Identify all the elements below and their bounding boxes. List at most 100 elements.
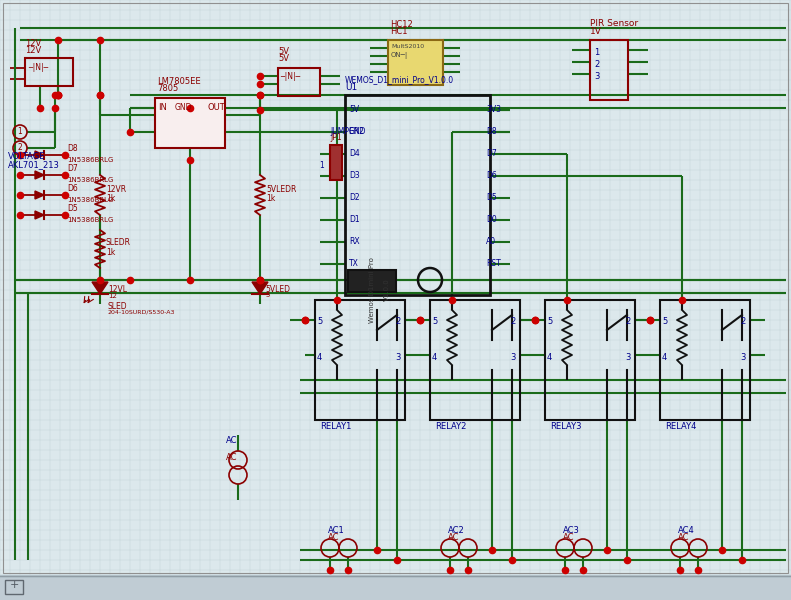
Text: AC: AC [328,533,339,542]
Text: +: + [9,580,19,590]
Text: SLEDR: SLEDR [106,238,131,247]
Text: D3: D3 [349,172,360,181]
Text: 2: 2 [17,143,22,152]
Text: 3: 3 [594,72,600,81]
Polygon shape [35,171,44,179]
Text: GND: GND [174,103,191,112]
Bar [388,40,443,85]
Bar [348,270,396,292]
Polygon shape [35,211,44,219]
Text: 1: 1 [594,48,600,57]
Text: RST: RST [486,259,501,269]
Text: MultS2010: MultS2010 [391,44,424,49]
Text: AC: AC [563,533,574,542]
Text: 4: 4 [547,353,552,362]
Text: AC3: AC3 [563,526,580,535]
Polygon shape [35,151,44,159]
Bar [430,300,520,420]
Text: D8: D8 [486,127,497,136]
Text: AC: AC [226,436,237,445]
Text: 1k: 1k [106,248,115,257]
Text: RELAY2: RELAY2 [435,422,467,431]
Text: 7805: 7805 [157,84,178,93]
Text: AC: AC [678,533,690,542]
Text: RELAY1: RELAY1 [320,422,351,431]
Polygon shape [252,282,268,294]
Text: SLED: SLED [108,302,127,311]
Text: 12V: 12V [25,46,41,55]
Text: ─|N|─: ─|N|─ [280,72,301,81]
Text: 2: 2 [396,317,401,326]
Text: 2: 2 [594,60,600,69]
Text: Wemos D1mini Pro: Wemos D1mini Pro [369,257,375,323]
Bar [0,578,791,600]
Text: 1: 1 [17,127,22,136]
Text: D8: D8 [67,144,78,153]
Text: 3: 3 [511,353,516,362]
Text: 1k: 1k [266,194,275,203]
Text: TX: TX [349,259,359,269]
Text: D7: D7 [486,149,497,158]
Text: ON─|: ON─| [391,52,408,59]
Text: 5: 5 [265,292,270,298]
Text: D6: D6 [486,172,497,181]
Text: 1N5386BRLG: 1N5386BRLG [67,157,113,163]
Text: AC: AC [448,533,460,542]
Text: 4: 4 [432,353,437,362]
Text: 204-10SURD/S530-A3: 204-10SURD/S530-A3 [108,310,176,315]
Bar [155,98,225,148]
Text: OUT: OUT [208,103,225,112]
Text: 1V: 1V [590,27,602,36]
Text: V1.0.0: V1.0.0 [384,278,390,301]
Text: D0: D0 [486,215,497,224]
Text: 5V: 5V [349,106,359,115]
Text: VOLTAGE: VOLTAGE [8,152,46,161]
Text: 12VR: 12VR [106,185,126,194]
Text: GND: GND [349,127,366,136]
Text: 5VLEDR: 5VLEDR [266,185,297,194]
Text: 5VLED: 5VLED [265,285,290,294]
Text: 5: 5 [432,317,437,326]
Text: RELAY3: RELAY3 [550,422,581,431]
Text: AC4: AC4 [678,526,694,535]
Text: ─|N|─: ─|N|─ [28,63,48,72]
Text: 2: 2 [511,317,516,326]
Text: IN: IN [158,103,167,112]
Text: RX: RX [349,238,360,247]
Text: D2: D2 [349,193,360,202]
Text: HC12: HC12 [390,20,413,29]
Text: AC1: AC1 [328,526,345,535]
Text: HC1: HC1 [390,27,407,36]
Text: 1N5386BRLG: 1N5386BRLG [67,197,113,203]
Text: JUMPER2: JUMPER2 [330,127,364,136]
Text: JP1: JP1 [330,133,342,142]
Text: 5: 5 [662,317,668,326]
Text: D6: D6 [67,184,78,193]
Text: U1: U1 [345,83,358,92]
Polygon shape [92,282,108,294]
Text: LM7805EE: LM7805EE [157,77,201,86]
Bar [590,40,628,100]
Bar [345,95,490,295]
Text: 2: 2 [740,317,746,326]
Text: 5: 5 [317,317,322,326]
Bar [315,300,405,420]
Bar [660,300,750,420]
Text: 1: 1 [320,160,324,169]
Text: D5: D5 [67,204,78,213]
Text: RELAY4: RELAY4 [665,422,696,431]
Text: AC: AC [226,453,237,462]
Bar [545,300,635,420]
Text: 3V3: 3V3 [486,106,501,115]
Text: AKL701_213: AKL701_213 [8,160,60,169]
Text: 3: 3 [740,353,746,362]
Bar [278,68,320,96]
Text: 12VL: 12VL [108,285,127,294]
Text: 5V: 5V [278,47,289,56]
Text: D1: D1 [349,215,360,224]
Text: D5: D5 [486,193,497,202]
Bar [25,58,73,86]
Text: 4: 4 [662,353,668,362]
Text: 3: 3 [626,353,631,362]
Text: 1N5386BRLG: 1N5386BRLG [67,217,113,223]
